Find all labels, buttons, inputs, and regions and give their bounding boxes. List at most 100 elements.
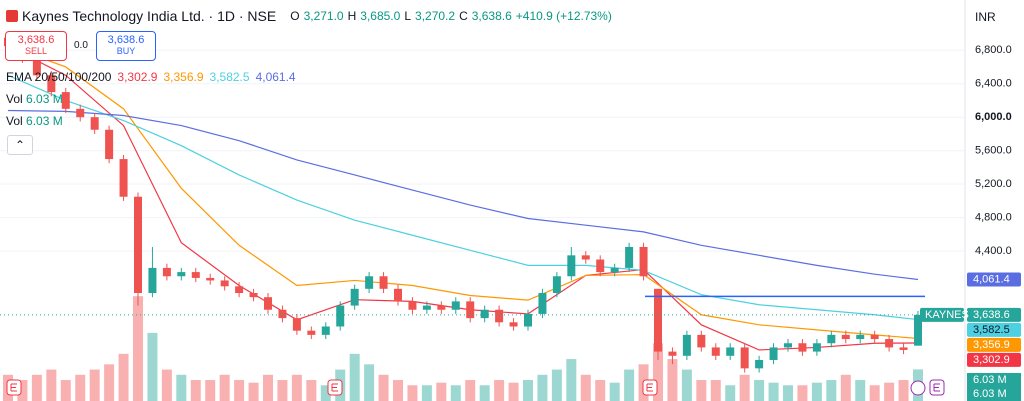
candle-body xyxy=(350,288,359,306)
vol-legend: Vol 6.03 M xyxy=(6,92,63,106)
candle-body xyxy=(495,309,504,323)
sell-label: SELL xyxy=(24,46,48,56)
candle-body xyxy=(856,334,865,340)
vol-value: 6.03 M xyxy=(26,92,63,106)
candle-body xyxy=(812,343,821,352)
vol2-legend: Vol 6.03 M xyxy=(6,114,63,128)
volume-bar xyxy=(508,382,519,401)
y-tick-label: 6,000.0 xyxy=(975,111,1012,123)
candle-body xyxy=(524,313,532,327)
volume-bar xyxy=(161,369,172,401)
volume-bar xyxy=(393,380,403,401)
price-tag-label: 3,356.9 xyxy=(973,339,1010,351)
volume-bar xyxy=(754,380,765,401)
candle-body xyxy=(509,322,518,327)
volume-bar xyxy=(725,385,736,401)
currency[interactable]: INR xyxy=(975,10,996,24)
candle-body xyxy=(466,301,475,319)
price-tag-label: 3,582.5 xyxy=(973,324,1010,336)
candle-body xyxy=(451,301,460,310)
candle-body xyxy=(610,267,619,273)
l-label: L xyxy=(404,9,412,23)
candle-body xyxy=(841,334,850,340)
earnings-icon xyxy=(646,383,653,392)
candle-body xyxy=(726,347,735,356)
y-tick-label: 6,400.0 xyxy=(975,78,1012,90)
buy-label: BUY xyxy=(116,46,136,56)
logo xyxy=(6,10,18,22)
volume-tag-label: 6.03 M xyxy=(973,388,1007,400)
candle-body xyxy=(581,255,590,260)
candle-body xyxy=(379,276,388,289)
volume-tag xyxy=(967,373,1021,387)
volume-bar xyxy=(291,374,302,401)
collapse-button[interactable]: ⌃ xyxy=(7,135,33,155)
candle-body xyxy=(249,293,258,298)
ema-values: 3,302.9 3,356.9 3,582.5 4,061.4 xyxy=(117,70,295,84)
candle-body xyxy=(235,286,244,294)
ema-legend: EMA 20/50/100/200 3,302.9 3,356.9 3,582.5 4… xyxy=(6,70,296,84)
volume-bar xyxy=(494,380,505,401)
volume-bar xyxy=(898,380,909,401)
candle-body xyxy=(90,117,99,130)
volume-bar xyxy=(465,380,476,401)
ema-title[interactable]: EMA 20/50/100/200 xyxy=(6,70,112,84)
symbol[interactable]: Kaynes Technology India Ltd. · 1D · NSE xyxy=(22,8,277,24)
y-tick-label: 5,600.0 xyxy=(975,145,1012,157)
ticker-tag xyxy=(920,307,964,322)
buy-price: 3,638.6 xyxy=(107,34,145,46)
vol2-label[interactable]: Vol xyxy=(6,114,23,128)
volume-bar xyxy=(349,353,360,401)
volume-bar xyxy=(17,380,28,401)
volume-bar xyxy=(739,374,750,401)
candle-body xyxy=(278,309,287,319)
volume-bar xyxy=(580,374,591,401)
buy-button[interactable]: 3,638.6 BUY xyxy=(96,31,156,61)
volume-bar xyxy=(60,380,71,401)
earnings-icon xyxy=(331,383,338,392)
volume-bar xyxy=(147,332,158,401)
volume-bar xyxy=(566,359,577,401)
volume-bar xyxy=(46,369,57,401)
volume-bar xyxy=(378,374,389,401)
earnings-icon xyxy=(10,383,17,392)
candle-body xyxy=(437,305,446,310)
ticker-tag-label: KAYNES xyxy=(925,309,969,321)
volume-bar xyxy=(696,380,707,401)
volume-bar xyxy=(681,369,692,401)
candle-body xyxy=(32,58,41,76)
volume-bar xyxy=(104,364,115,401)
volume-bar xyxy=(624,369,635,401)
volume-bar xyxy=(840,374,851,401)
volume-bar xyxy=(869,385,880,401)
sell-button[interactable]: 3,638.6 SELL xyxy=(5,31,67,61)
volume-bar xyxy=(797,385,808,401)
candle-body xyxy=(798,343,807,352)
o-value: 3,271.0 xyxy=(303,9,344,23)
price-tag-label: 4,061.4 xyxy=(973,273,1010,285)
candle-body xyxy=(292,318,301,331)
candle-body xyxy=(682,334,691,356)
candle-body xyxy=(480,309,489,319)
volume-bar xyxy=(523,380,533,401)
ema-value: 3,582.5 xyxy=(209,70,250,84)
volume-bar xyxy=(219,374,230,401)
volume-tag xyxy=(967,387,1021,401)
ema-line xyxy=(7,74,919,321)
change: +410.9 (+12.73%) xyxy=(515,9,612,23)
candle-body xyxy=(711,347,720,356)
volume-bar xyxy=(479,385,490,401)
sell-price: 3,638.6 xyxy=(17,34,55,46)
ema-value: 3,302.9 xyxy=(117,70,158,84)
vol-label[interactable]: Vol xyxy=(6,92,23,106)
volume-tag-label: 6.03 M xyxy=(973,374,1007,386)
candle-body xyxy=(899,347,908,350)
volume-bar xyxy=(364,364,375,401)
candle-body xyxy=(639,246,648,277)
candle-body xyxy=(567,255,576,277)
candle-body xyxy=(885,339,894,348)
volume-bar xyxy=(75,374,86,401)
candle-body xyxy=(76,108,85,118)
y-tick-label: 4,400.0 xyxy=(975,245,1012,257)
candle-body xyxy=(365,276,374,289)
